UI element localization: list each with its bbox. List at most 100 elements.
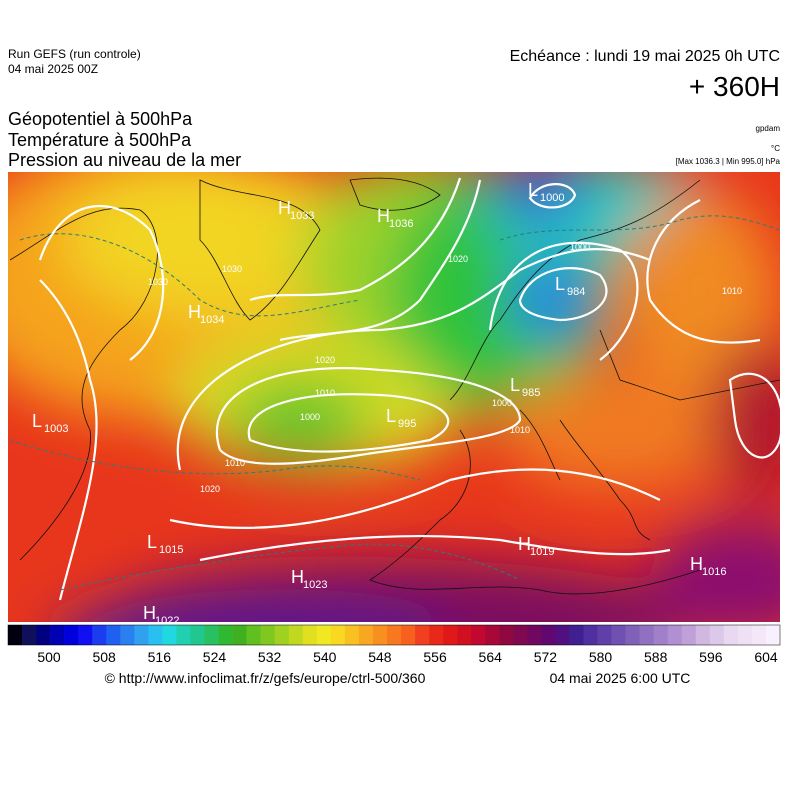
colorbar-swatch — [344, 625, 360, 645]
colorbar-tick-label: 604 — [754, 649, 778, 665]
colorbar-tick-label: 596 — [699, 649, 723, 665]
colorbar-swatch — [499, 625, 514, 645]
colorbar-swatch — [681, 625, 697, 645]
colorbar-tick-label: 572 — [534, 649, 558, 665]
colorbar-tick-label: 508 — [92, 649, 116, 665]
colorbar-tick-label: 564 — [479, 649, 503, 665]
isobar-label: 1020 — [200, 484, 220, 494]
center-value: 1033 — [290, 210, 314, 222]
colorbar-tick-label: 580 — [589, 649, 613, 665]
colorbar-swatch — [723, 625, 739, 645]
colorbar-swatch — [302, 625, 318, 645]
colorbar-swatch — [372, 625, 388, 645]
colorbar-swatch — [64, 625, 79, 645]
colorbar-tick-label: 540 — [313, 649, 337, 665]
pressure-center: H 1036 — [377, 206, 413, 230]
isobar-label: 1000 — [570, 242, 590, 252]
colorbar-swatch — [527, 625, 542, 645]
colorbar-swatch — [611, 625, 626, 645]
footer-url: © http://www.infoclimat.fr/z/gefs/europe… — [105, 670, 426, 686]
colorbar-swatch — [541, 625, 556, 645]
colorbar-swatch — [639, 625, 654, 645]
isobar-label: 1010 — [722, 286, 742, 296]
colorbar-swatch — [78, 625, 93, 645]
field-label: Température à 500hPa — [8, 130, 192, 150]
center-value: 995 — [398, 418, 416, 430]
colorbar-swatch — [386, 625, 402, 645]
center-letter: H — [690, 554, 703, 574]
colorbar-swatch — [204, 625, 219, 645]
center-value: 1036 — [389, 218, 413, 230]
center-value: 1023 — [303, 579, 327, 591]
colorbar-swatch — [653, 625, 669, 645]
colorbar-frame — [7, 624, 781, 646]
pressure-center: L 1015 — [147, 532, 183, 556]
colorbar-swatch — [429, 625, 444, 645]
center-letter: H — [188, 302, 201, 322]
center-letter: L — [147, 532, 157, 552]
center-letter: H — [143, 603, 156, 623]
center-letter: L — [510, 375, 520, 395]
colorbar-tick-label: 588 — [644, 649, 668, 665]
colorbar-swatch — [625, 625, 640, 645]
colorbar-swatch — [316, 625, 332, 645]
colorbar-tick-label: 516 — [148, 649, 172, 665]
colorbar-swatch — [162, 625, 177, 645]
center-value: 1034 — [200, 314, 224, 326]
pressure-center: L 995 — [386, 406, 416, 430]
colorbar-swatch — [569, 625, 584, 645]
pressure-center: H 1033 — [278, 198, 314, 222]
center-value: 1016 — [702, 566, 726, 578]
pressure-center: L 984 — [555, 274, 585, 298]
colorbar-swatch — [415, 625, 430, 645]
colorbar: 500 508 516 524 532 540 548 556 564 572 580 588 596 6… — [7, 624, 781, 665]
unit-label: [Max 1036.3 | Min 995.0] hPa — [676, 157, 781, 166]
center-letter: H — [278, 198, 291, 218]
echeance: Echéance : lundi 19 mai 2025 0h UTC — [510, 48, 780, 65]
colorbar-swatch — [190, 625, 205, 645]
colorbar-swatch — [50, 625, 65, 645]
colorbar-swatch — [106, 625, 121, 645]
colorbar-swatch — [583, 625, 598, 645]
center-letter: L — [32, 411, 42, 431]
colorbar-swatch — [513, 625, 528, 645]
pressure-center: L 1003 — [32, 411, 68, 435]
field-label: Géopotentiel à 500hPa — [8, 109, 193, 129]
colorbar-swatch — [36, 625, 51, 645]
colorbar-swatch — [274, 625, 290, 645]
colorbar-swatch — [218, 625, 233, 645]
isobar-label: 1010 — [510, 425, 530, 435]
coastlines — [9, 177, 780, 595]
colorbar-swatch — [288, 625, 304, 645]
center-value: 1019 — [530, 546, 554, 558]
pressure-center: H 1016 — [690, 554, 726, 578]
colorbar-swatch — [358, 625, 374, 645]
temperature-isotherms — [9, 215, 780, 591]
pressure-center: H 1023 — [291, 567, 327, 591]
unit-label: gpdam — [756, 124, 781, 133]
footer-date: 04 mai 2025 6:00 UTC — [550, 670, 691, 686]
center-value: 984 — [567, 286, 585, 298]
center-letter: L — [386, 406, 396, 426]
isobar-label: 1010 — [315, 388, 335, 398]
center-value: 1015 — [159, 544, 183, 556]
pressure-center: H 1034 — [188, 302, 224, 326]
colorbar-swatch — [8, 625, 23, 645]
center-value: 985 — [522, 387, 540, 399]
pressure-center: L 1000 — [528, 180, 564, 204]
isobar-label: 1030 — [148, 277, 168, 287]
pressure-center: H 1019 — [518, 534, 554, 558]
colorbar-swatch — [134, 625, 149, 645]
colorbar-swatch — [22, 625, 37, 645]
colorbar-tick-label: 500 — [37, 649, 61, 665]
colorbar-swatch — [443, 625, 458, 645]
center-value: 1022 — [155, 615, 179, 627]
colorbar-tick-label: 548 — [368, 649, 392, 665]
colorbar-swatch — [92, 625, 107, 645]
isobar-label: 1020 — [315, 355, 335, 365]
colorbar-swatch — [457, 625, 472, 645]
colorbar-swatch — [709, 625, 725, 645]
isobar-label: 1010 — [225, 458, 245, 468]
center-letter: H — [377, 206, 390, 226]
